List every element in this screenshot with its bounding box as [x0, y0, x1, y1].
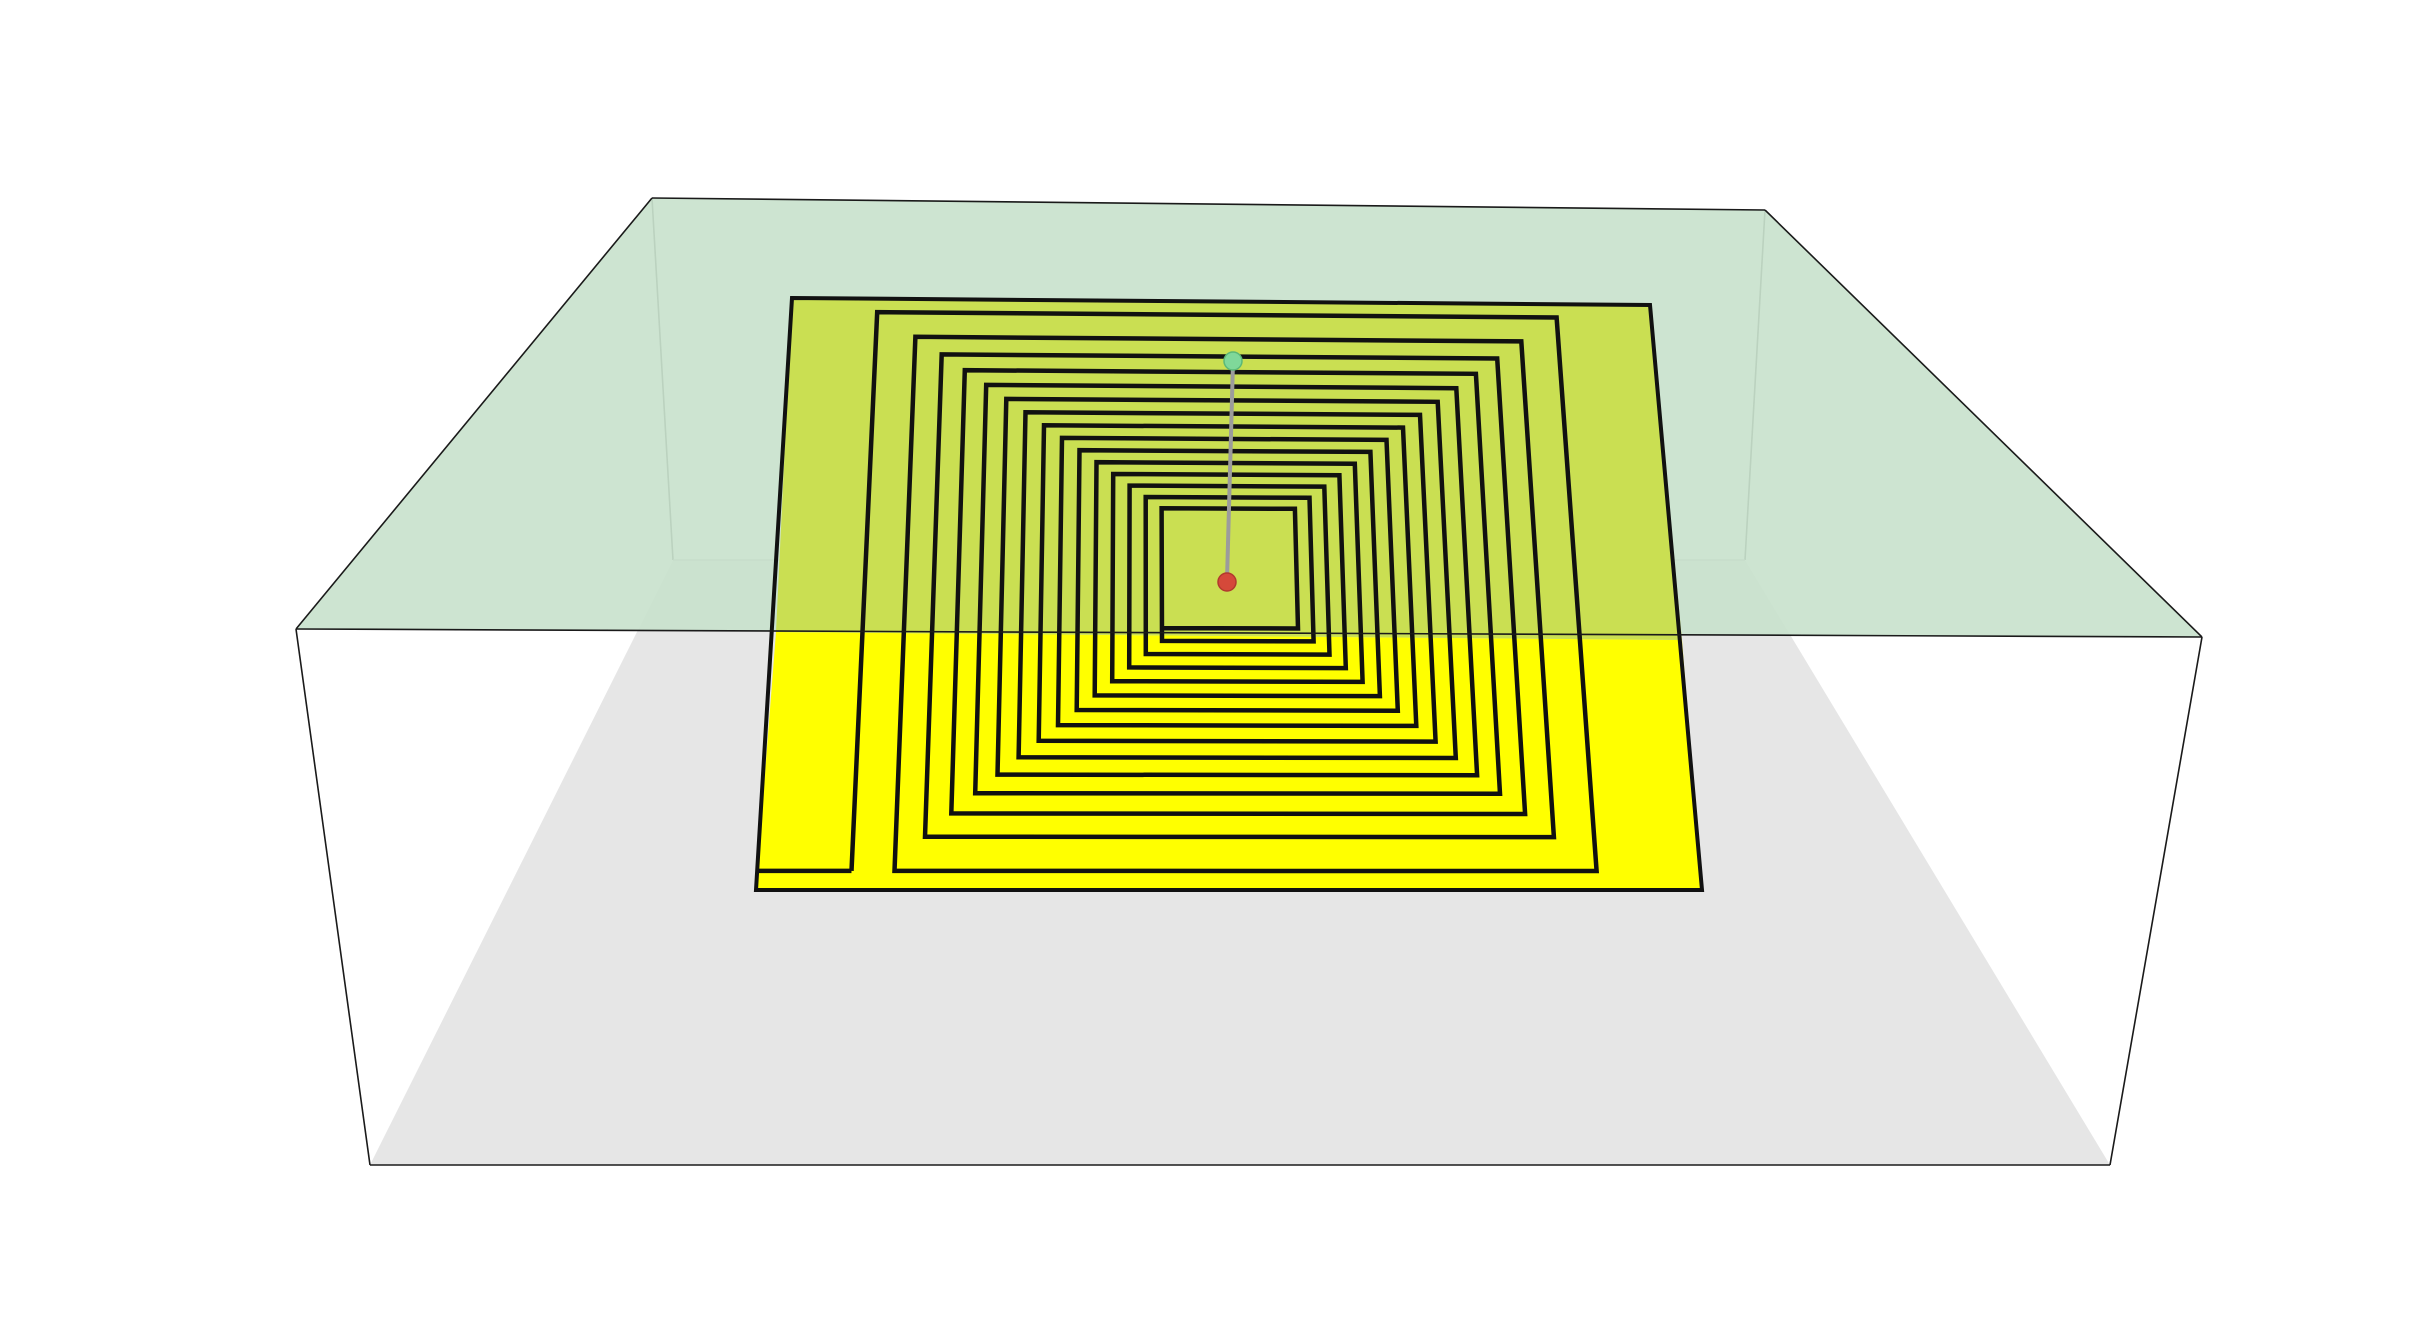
red-sphere-icon	[1217, 572, 1237, 592]
probe-stem	[1225, 361, 1235, 581]
sheet-lower-region	[756, 632, 1702, 890]
box-front-edges	[295, 197, 2203, 1166]
spiral-coil	[757, 309, 1600, 874]
green-sphere-icon	[1223, 351, 1243, 371]
probe	[1217, 351, 1243, 592]
sheet-outline	[753, 295, 1705, 892]
spiral-trace	[849, 309, 1600, 874]
